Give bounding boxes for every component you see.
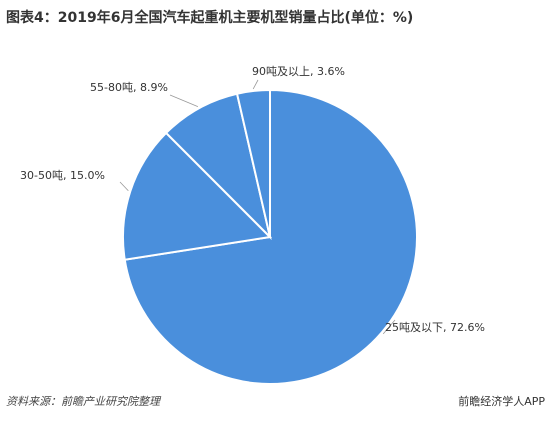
pie-slice <box>164 92 272 241</box>
data-label: 55-80吨, 8.9% <box>90 81 168 94</box>
value-label: 3.6% <box>317 65 345 78</box>
category-label: 30-50吨 <box>20 169 63 182</box>
value-label: 72.6% <box>450 321 485 334</box>
data-label: 90吨及以上, 3.6% <box>252 65 345 78</box>
label-separator: , <box>63 169 70 182</box>
category-label: 90吨及以上 <box>252 65 310 78</box>
category-label: 55-80吨 <box>90 81 133 94</box>
pie-slice <box>235 88 271 238</box>
label-separator: , <box>310 65 317 78</box>
leader-line <box>252 79 259 90</box>
leader-line <box>382 319 396 335</box>
chart-title: 图表4：2019年6月全国汽车起重机主要机型销量占比(单位：%) <box>6 9 413 26</box>
label-separator: , <box>443 321 450 334</box>
value-label: 15.0% <box>70 169 105 182</box>
data-label: 25吨及以下, 72.6% <box>385 321 485 334</box>
brand-label: 前瞻经济学人APP <box>458 394 545 408</box>
source-note: 资料来源：前瞻产业研究院整理 <box>6 395 162 408</box>
data-label: 30-50吨, 15.0% <box>20 169 105 182</box>
leader-line <box>169 94 199 107</box>
label-separator: , <box>133 81 140 94</box>
pie-slice <box>122 131 273 261</box>
category-label: 25吨及以下 <box>385 321 443 334</box>
value-label: 8.9% <box>140 81 168 94</box>
leader-line <box>119 181 129 192</box>
